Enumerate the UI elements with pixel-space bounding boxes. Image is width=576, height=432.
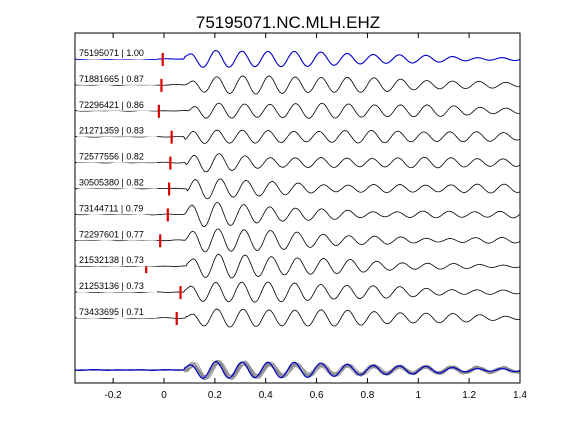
- x-tick-label: 0.2: [208, 390, 222, 401]
- stack-reference-trace: [74, 360, 521, 379]
- x-tick-label: 0.6: [310, 390, 324, 401]
- trace-label: 21253136 | 0.73: [79, 281, 144, 291]
- trace-line: [74, 178, 521, 200]
- trace-label-bg: [77, 72, 157, 85]
- trace-label-bg: [77, 306, 157, 318]
- pick-markers: [145, 53, 182, 325]
- axes-frame: [74, 32, 521, 384]
- x-tick-label: 1.2: [462, 390, 476, 401]
- trace-label: 75195071 | 1.00: [79, 48, 144, 58]
- x-tick-label: 0.8: [360, 390, 374, 401]
- trace-label: 21532138 | 0.73: [79, 255, 144, 265]
- trace-label-bg: [77, 47, 157, 59]
- trace-label: 73144711 | 0.79: [79, 203, 143, 213]
- trace-label: 72297601 | 0.77: [79, 229, 144, 239]
- trace-label-bg: [77, 254, 157, 267]
- trace-label-bg: [77, 202, 157, 215]
- trace-label: 72577556 | 0.82: [79, 152, 144, 162]
- chart-title: 75195071.NC.MLH.EHZ: [196, 13, 380, 32]
- trace-line: [74, 308, 521, 328]
- trace-label-bg: [77, 228, 157, 241]
- trace-label: 73433695 | 0.71: [79, 307, 144, 317]
- stack-overlay: [74, 359, 521, 381]
- trace-label: 21271359 | 0.83: [79, 126, 144, 136]
- trace-line: [74, 201, 521, 227]
- trace-label: 30505380 | 0.82: [79, 178, 144, 188]
- trace-label-bg: [77, 150, 157, 163]
- x-tick-label: 0: [161, 390, 167, 401]
- trace-label-bg: [77, 280, 157, 293]
- trace-label-bg: [77, 98, 157, 111]
- trace-labels: 75195071 | 1.00 71881665 | 0.87 72296421 |…: [77, 47, 157, 318]
- x-tick-label: 1: [416, 390, 422, 401]
- trace-label: 71881665 | 0.87: [79, 74, 144, 84]
- x-tick-label: 1.4: [513, 390, 527, 401]
- x-tick-label: -0.2: [105, 390, 123, 401]
- x-axis: -0.2 0 0.2 0.4 0.6 0.8 1 1.2 1.4: [105, 33, 527, 401]
- trace-label-bg: [77, 176, 157, 189]
- trace-label-bg: [77, 124, 157, 137]
- x-tick-label: 0.4: [259, 390, 273, 401]
- trace-line: [74, 49, 521, 68]
- trace-label: 72296421 | 0.86: [79, 100, 144, 110]
- trace-line: [74, 153, 521, 173]
